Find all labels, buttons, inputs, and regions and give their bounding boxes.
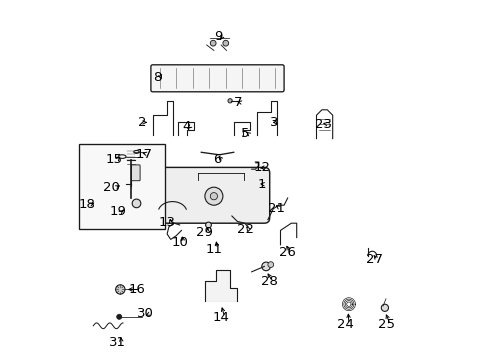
FancyBboxPatch shape [156,167,269,223]
Circle shape [381,304,387,311]
Text: 11: 11 [205,243,222,256]
Text: 6: 6 [213,153,221,166]
Text: 17: 17 [135,148,152,161]
Circle shape [210,193,217,200]
Text: 12: 12 [253,161,270,174]
Text: 18: 18 [78,198,95,211]
Bar [79,144,165,229]
Text: 7: 7 [233,96,242,109]
Text: 1: 1 [257,178,265,191]
Text: 23: 23 [315,118,331,131]
Circle shape [205,222,211,228]
Circle shape [261,262,270,271]
Circle shape [227,99,232,103]
Text: 2: 2 [137,116,146,129]
Text: 19: 19 [109,205,126,218]
FancyBboxPatch shape [151,65,284,92]
Circle shape [267,262,273,267]
Circle shape [115,285,125,294]
Text: 26: 26 [278,246,295,259]
Text: 15: 15 [105,153,122,166]
Text: 22: 22 [236,223,253,236]
Text: 31: 31 [109,336,126,348]
FancyBboxPatch shape [131,165,140,181]
Text: 30: 30 [137,307,154,320]
Text: 21: 21 [267,202,284,215]
Circle shape [223,40,228,46]
Text: 16: 16 [128,283,144,296]
Text: 5: 5 [241,127,249,140]
Text: 29: 29 [195,226,212,239]
Text: 20: 20 [102,181,120,194]
Text: 10: 10 [171,237,188,249]
Text: 14: 14 [212,311,229,324]
Circle shape [132,199,141,208]
Text: 8: 8 [153,71,161,84]
Circle shape [204,187,223,205]
Text: 9: 9 [214,30,223,43]
Polygon shape [204,270,237,301]
Text: 13: 13 [158,216,175,229]
Text: 28: 28 [260,275,277,288]
Text: 3: 3 [269,116,278,129]
Text: 24: 24 [336,318,353,331]
Circle shape [117,314,122,319]
Circle shape [210,40,216,46]
Text: 4: 4 [182,120,190,133]
Text: 27: 27 [365,253,382,266]
Text: 25: 25 [377,318,394,331]
